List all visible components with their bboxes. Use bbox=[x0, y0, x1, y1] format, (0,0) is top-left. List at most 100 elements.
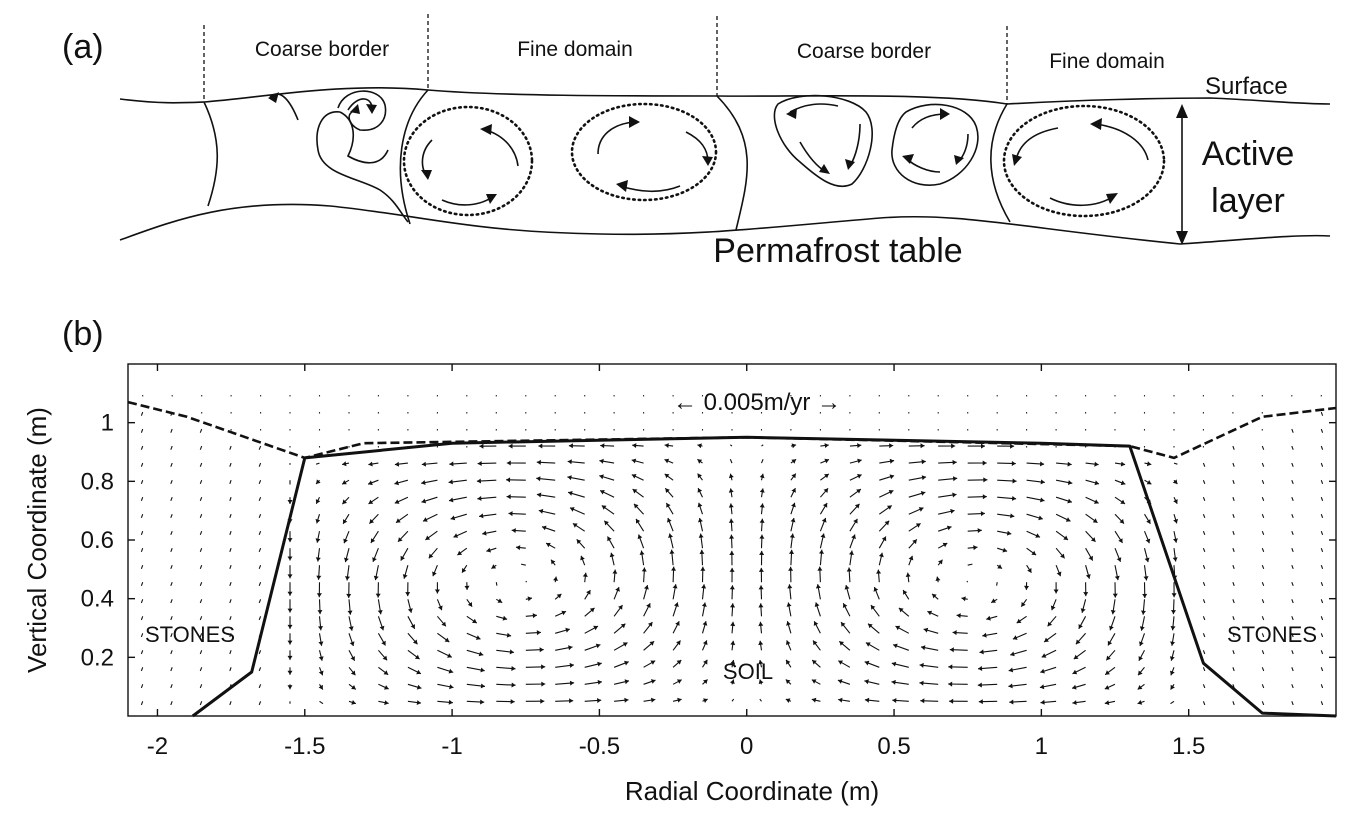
velocity-arrowhead bbox=[1050, 605, 1056, 611]
velocity-arrow bbox=[170, 633, 173, 638]
velocity-arrowhead bbox=[565, 627, 570, 633]
velocity-arrow bbox=[1320, 480, 1324, 484]
cell-1-arrow-right bbox=[485, 129, 519, 167]
velocity-arrowhead bbox=[1170, 684, 1175, 690]
velocity-arrowhead bbox=[1073, 654, 1079, 660]
velocity-arrowhead bbox=[477, 496, 482, 501]
x-tick-label: -1.5 bbox=[284, 733, 325, 760]
velocity-arrow bbox=[199, 548, 203, 552]
velocity-arrowhead bbox=[1012, 635, 1018, 640]
velocity-arrowhead bbox=[730, 640, 736, 646]
velocity-arrowhead bbox=[785, 698, 791, 703]
velocity-arrowhead bbox=[864, 679, 869, 685]
velocity-arrowhead bbox=[1088, 555, 1093, 561]
velocity-arrowhead bbox=[997, 564, 1002, 569]
velocity-arrowhead bbox=[857, 474, 862, 479]
velocity-arrowhead bbox=[821, 518, 827, 523]
velocity-arrowhead bbox=[593, 625, 598, 631]
velocity-arrowhead bbox=[824, 473, 829, 479]
velocity-arrowhead bbox=[664, 443, 669, 448]
velocity-arrowhead bbox=[676, 640, 681, 646]
velocity-arrowhead bbox=[511, 666, 516, 671]
velocity-arrowhead bbox=[1119, 518, 1124, 524]
coarse-flow-arrow-1-icon bbox=[268, 92, 279, 103]
velocity-arrow bbox=[760, 458, 764, 464]
velocity-arrowhead bbox=[923, 627, 929, 633]
velocity-arrowhead bbox=[414, 654, 420, 660]
velocity-arrowhead bbox=[1144, 557, 1150, 563]
velocity-arrowhead bbox=[1035, 533, 1040, 538]
velocity-arrowhead bbox=[394, 461, 400, 467]
velocity-arrowhead bbox=[432, 571, 437, 577]
velocity-arrowhead bbox=[1063, 535, 1068, 540]
velocity-arrowhead bbox=[887, 505, 892, 510]
velocity-arrowhead bbox=[946, 525, 952, 531]
coarse-intrusion-inner bbox=[339, 111, 389, 164]
velocity-arrow bbox=[258, 650, 262, 655]
velocity-arrow bbox=[1291, 633, 1294, 638]
velocity-arrowhead bbox=[405, 592, 411, 597]
velocity-arrowhead bbox=[344, 557, 349, 563]
velocity-arrow bbox=[1202, 667, 1206, 672]
velocity-arrowhead bbox=[597, 698, 602, 703]
velocity-arrow bbox=[1320, 701, 1324, 706]
velocity-arrowhead bbox=[697, 473, 702, 479]
velocity-arrowhead bbox=[856, 489, 861, 494]
velocity-arrow bbox=[1320, 599, 1324, 604]
velocity-arrowhead bbox=[961, 596, 966, 602]
velocity-arrowhead bbox=[438, 605, 443, 611]
velocity-arrowhead bbox=[948, 664, 953, 670]
velocity-arrow bbox=[229, 462, 232, 467]
velocity-arrow bbox=[1320, 548, 1324, 552]
velocity-arrowhead bbox=[546, 542, 551, 548]
velocity-arrowhead bbox=[949, 698, 954, 704]
velocity-arrowhead bbox=[1104, 685, 1110, 690]
velocity-arrow bbox=[170, 514, 173, 518]
velocity-arrow bbox=[1232, 480, 1235, 484]
velocity-arrow bbox=[1261, 667, 1265, 672]
velocity-arrowhead bbox=[604, 520, 609, 526]
velocity-arrowhead bbox=[434, 589, 440, 594]
velocity-arrow bbox=[1261, 445, 1265, 450]
velocity-arrowhead bbox=[567, 475, 572, 481]
velocity-arrowhead bbox=[905, 572, 911, 577]
convection-cell-1 bbox=[402, 105, 534, 217]
velocity-arrowhead bbox=[881, 536, 887, 542]
velocity-arrowhead bbox=[857, 443, 862, 448]
velocity-arrowhead bbox=[1170, 641, 1175, 646]
velocity-arrow bbox=[170, 497, 173, 501]
velocity-arrowhead bbox=[1040, 668, 1045, 674]
velocity-arrowhead bbox=[1065, 517, 1071, 522]
velocity-arrow bbox=[1320, 445, 1324, 450]
velocity-arrowhead bbox=[538, 508, 544, 514]
velocity-arrowhead bbox=[586, 590, 591, 595]
velocity-arrow bbox=[967, 563, 973, 566]
velocity-arrowhead bbox=[551, 559, 556, 565]
velocity-arrow bbox=[199, 497, 203, 501]
velocity-arrowhead bbox=[287, 500, 293, 504]
velocity-arrowhead bbox=[981, 443, 985, 449]
velocity-arrowhead bbox=[477, 461, 482, 466]
velocity-arrowhead bbox=[730, 621, 736, 627]
velocity-arrow bbox=[319, 700, 324, 705]
stone-surface-line bbox=[127, 400, 1337, 460]
velocity-arrowhead bbox=[315, 499, 321, 504]
velocity-arrowhead bbox=[822, 503, 828, 508]
velocity-arrowhead bbox=[1024, 585, 1029, 590]
velocity-arrowhead bbox=[318, 626, 323, 631]
velocity-arrowhead bbox=[728, 518, 734, 523]
velocity-arrowhead bbox=[817, 566, 823, 571]
velocity-arrowhead bbox=[351, 685, 356, 690]
velocity-arrowhead bbox=[567, 459, 572, 465]
velocity-arrowhead bbox=[351, 700, 356, 705]
velocity-arrow bbox=[520, 563, 526, 566]
velocity-arrowhead bbox=[491, 564, 497, 569]
velocity-arrowhead bbox=[948, 681, 953, 687]
velocity-arrowhead bbox=[582, 572, 588, 577]
velocity-arrowhead bbox=[791, 473, 796, 479]
velocity-arrowhead bbox=[677, 679, 682, 684]
velocity-arrowhead bbox=[346, 593, 352, 598]
velocity-arrowhead bbox=[811, 697, 817, 703]
velocity-arrowhead bbox=[857, 458, 862, 464]
velocity-arrowhead bbox=[1002, 547, 1008, 553]
